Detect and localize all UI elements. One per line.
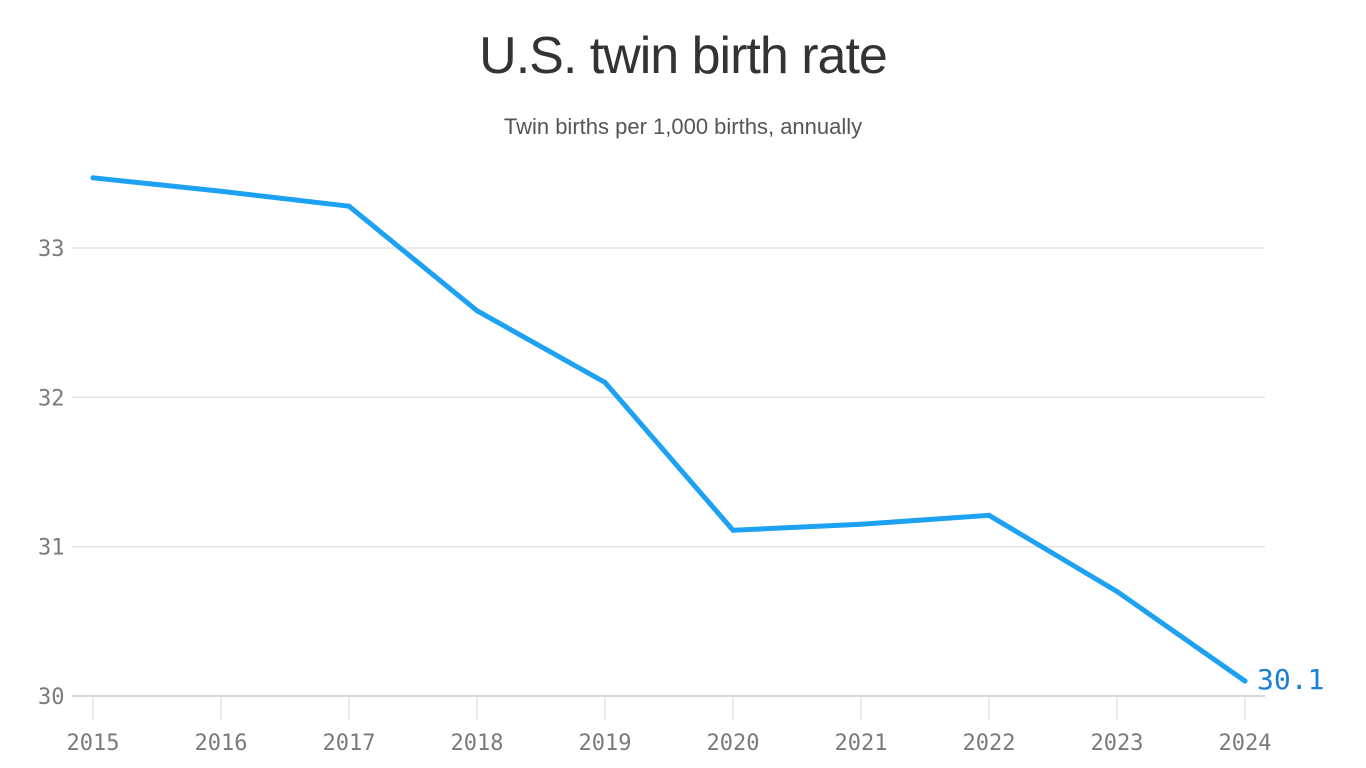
- y-tick-label: 31: [38, 536, 65, 561]
- data-point: [1114, 588, 1120, 594]
- y-tick-label: 30: [38, 685, 65, 710]
- x-tick-label: 2017: [323, 731, 376, 756]
- data-point: [218, 188, 224, 194]
- y-axis-tick-labels: 30 31 32 33: [38, 237, 65, 710]
- data-point: [1242, 678, 1248, 684]
- x-tick-label: 2019: [579, 731, 632, 756]
- data-point: [858, 521, 864, 527]
- series-layer: [90, 175, 1248, 684]
- data-point: [602, 379, 608, 385]
- data-label-layer: 30.1: [1257, 663, 1324, 696]
- data-point: [346, 203, 352, 209]
- data-point: [986, 512, 992, 518]
- x-tick-label: 2021: [835, 731, 888, 756]
- x-tick-label: 2024: [1219, 731, 1272, 756]
- end-value-label: 30.1: [1257, 663, 1324, 696]
- x-axis-tick-labels: 2015 2016 2017 2018 2019 2020 2021 2022 2023 2024: [67, 731, 1272, 756]
- data-point: [90, 175, 96, 181]
- chart-subtitle: Twin births per 1,000 births, annually: [503, 114, 863, 139]
- y-tick-label: 33: [38, 237, 65, 262]
- data-point: [730, 527, 736, 533]
- series-line: [90, 175, 1248, 684]
- chart-title: U.S. twin birth rate: [479, 27, 888, 85]
- y-tick-label: 32: [38, 386, 65, 411]
- data-point: [474, 308, 480, 314]
- x-tick-label: 2022: [963, 731, 1016, 756]
- gridlines: [72, 247, 1265, 697]
- x-tick-label: 2018: [451, 731, 504, 756]
- x-tick-label: 2023: [1091, 731, 1144, 756]
- x-tick-label: 2020: [707, 731, 760, 756]
- x-tick-label: 2016: [195, 731, 248, 756]
- x-axis: [92, 696, 1246, 720]
- x-tick-label: 2015: [67, 731, 120, 756]
